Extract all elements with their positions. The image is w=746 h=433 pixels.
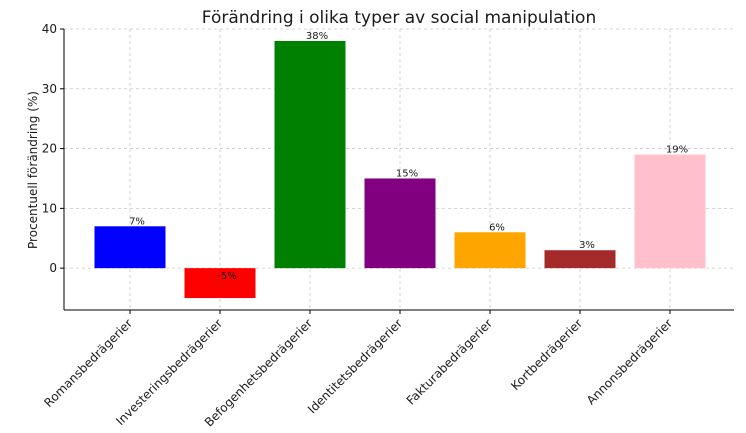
data-label: 7% xyxy=(129,216,145,227)
data-label: 15% xyxy=(396,168,418,179)
y-tick-label: 40 xyxy=(42,22,57,36)
bar xyxy=(274,40,346,269)
y-axis-label: Procentuell förändring (%) xyxy=(26,91,40,249)
bar xyxy=(184,268,256,299)
x-tick-label: Investeringsbedrägerier xyxy=(113,316,225,428)
data-label: 3% xyxy=(579,240,595,251)
y-tick-label: 20 xyxy=(42,142,57,156)
x-tick-label: Kortbedrägerier xyxy=(508,316,585,393)
x-tick-label: Annonsbedrägerier xyxy=(584,316,675,407)
data-label: 38% xyxy=(306,31,328,42)
bar xyxy=(634,154,706,269)
data-label: 19% xyxy=(666,145,688,156)
bar xyxy=(544,250,616,269)
data-label: 6% xyxy=(489,222,505,233)
x-tick-label: Fakturabedrägerier xyxy=(404,316,495,407)
x-tick-label: Identitetsbedrägerier xyxy=(305,316,405,416)
y-tick-label: 30 xyxy=(42,82,57,96)
bar xyxy=(94,226,166,269)
y-tick-label: 0 xyxy=(49,261,57,275)
chart-title: Förändring i olika typer av social manip… xyxy=(202,8,596,28)
data-label: -5% xyxy=(217,271,236,282)
y-tick-label: 10 xyxy=(42,201,57,215)
x-tick-label: Romansbedrägerier xyxy=(41,316,135,410)
bar xyxy=(364,178,436,269)
bars xyxy=(94,40,706,299)
bar xyxy=(454,232,526,269)
axes xyxy=(60,28,734,314)
x-tick-label: Befogenhetsbedrägerier xyxy=(202,316,315,429)
